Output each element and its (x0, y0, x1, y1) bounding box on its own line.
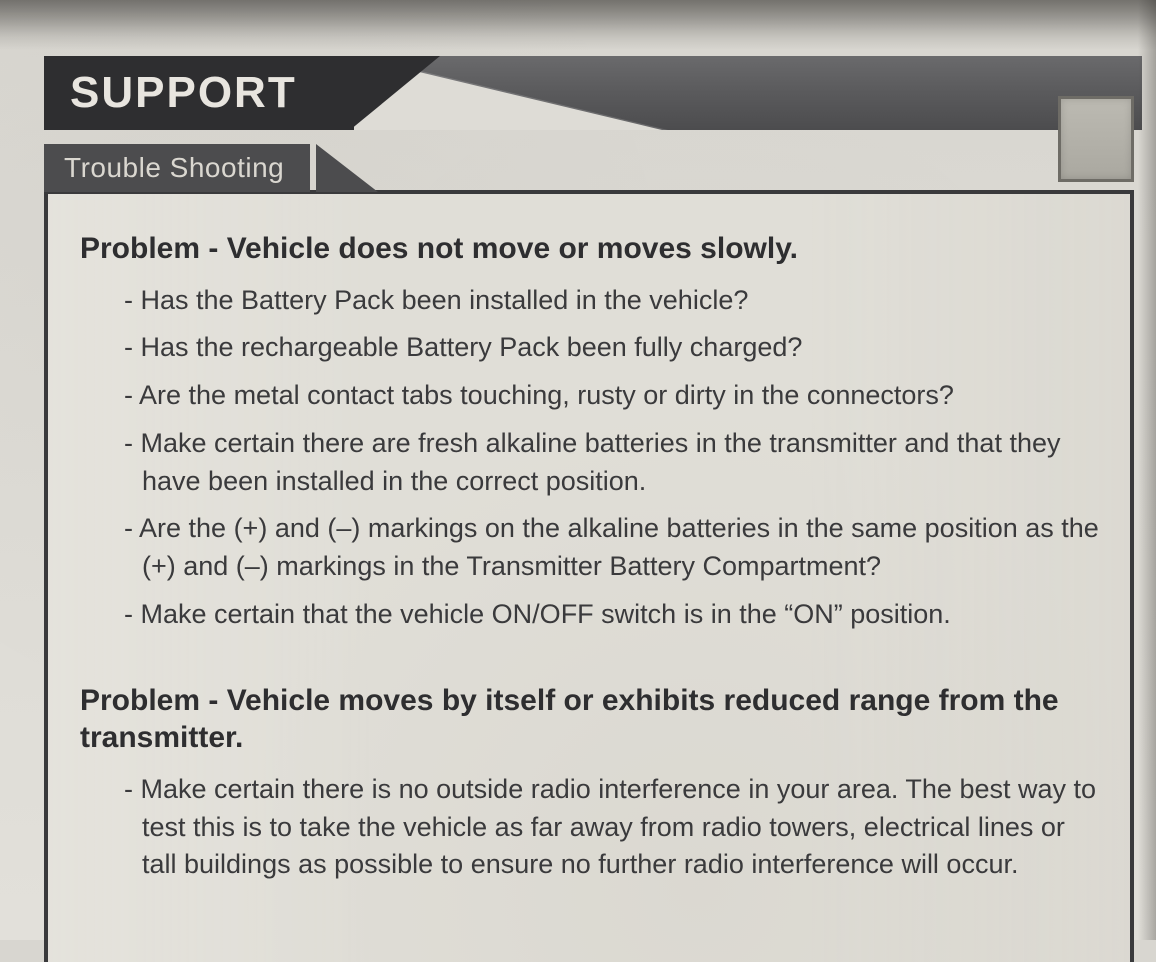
page-wrapper: SUPPORT Trouble Shooting Problem - Vehic… (0, 0, 1156, 940)
problem-block-1: Problem - Vehicle does not move or moves… (80, 230, 1102, 634)
top-scan-shadow (0, 0, 1156, 50)
content-frame: Problem - Vehicle does not move or moves… (44, 190, 1134, 962)
problem-block-2: Problem - Vehicle moves by itself or exh… (80, 682, 1102, 884)
page-corner-tab (1058, 96, 1134, 182)
problem-item: Make certain that the vehicle ON/OFF swi… (124, 596, 1102, 634)
header-triangle (350, 56, 440, 130)
problem-title: Problem - Vehicle does not move or moves… (80, 230, 1102, 268)
section-tab-container: Trouble Shooting Problem - Vehicle does … (40, 144, 1142, 962)
header-bar: SUPPORT (40, 56, 1142, 130)
problem-item: Are the metal contact tabs touching, rus… (124, 377, 1102, 415)
header-title: SUPPORT (70, 68, 297, 118)
problem-items-list: Make certain there is no outside radio i… (80, 771, 1102, 884)
section-tab-triangle (316, 144, 378, 192)
problem-items-list: Has the Battery Pack been installed in t… (80, 282, 1102, 634)
problem-item: Has the Battery Pack been installed in t… (124, 282, 1102, 320)
problem-item: Has the rechargeable Battery Pack been f… (124, 329, 1102, 367)
problem-item: Are the (+) and (–) markings on the alka… (124, 510, 1102, 586)
section-tab-label: Trouble Shooting (44, 144, 310, 192)
problem-title: Problem - Vehicle moves by itself or exh… (80, 682, 1102, 757)
header-title-box: SUPPORT (44, 56, 354, 130)
problem-item: Make certain there are fresh alkaline ba… (124, 425, 1102, 501)
problem-item: Make certain there is no outside radio i… (124, 771, 1102, 884)
